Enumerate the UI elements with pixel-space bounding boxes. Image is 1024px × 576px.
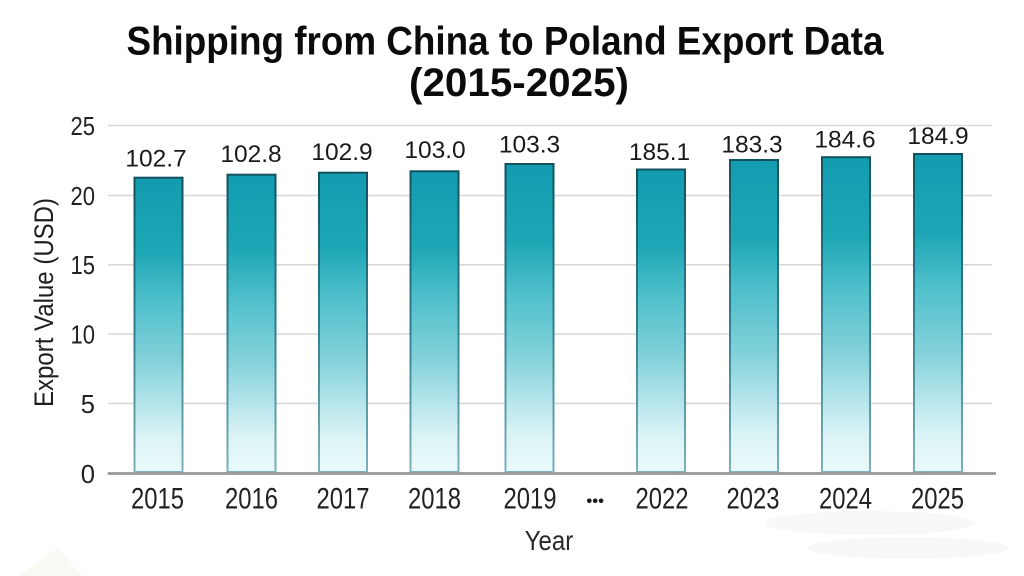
svg-text:10: 10 bbox=[71, 321, 96, 349]
svg-text:Export Value (USD): Export Value (USD) bbox=[29, 198, 59, 407]
svg-text:5: 5 bbox=[81, 391, 95, 419]
svg-text:102.8: 102.8 bbox=[220, 141, 281, 168]
svg-text:Shipping from China to Poland: Shipping from China to Poland Export Dat… bbox=[127, 20, 885, 64]
svg-text:103.0: 103.0 bbox=[404, 137, 465, 164]
svg-text:2024: 2024 bbox=[819, 483, 872, 516]
svg-text:2018: 2018 bbox=[408, 483, 461, 516]
svg-text:103.3: 103.3 bbox=[499, 132, 560, 159]
svg-text:25: 25 bbox=[71, 113, 96, 141]
svg-text:102.9: 102.9 bbox=[311, 139, 372, 166]
svg-text:20: 20 bbox=[71, 183, 96, 211]
svg-text:(2015-2025): (2015-2025) bbox=[409, 61, 629, 105]
svg-text:2023: 2023 bbox=[727, 483, 780, 516]
svg-text:184.9: 184.9 bbox=[907, 123, 968, 150]
svg-text:2022: 2022 bbox=[636, 483, 689, 516]
svg-text:Year: Year bbox=[525, 525, 574, 556]
svg-text:183.3: 183.3 bbox=[721, 131, 782, 158]
svg-text:2015: 2015 bbox=[131, 483, 184, 516]
svg-text:0: 0 bbox=[81, 461, 95, 489]
svg-text:2025: 2025 bbox=[911, 483, 964, 516]
svg-text:2019: 2019 bbox=[504, 483, 557, 516]
svg-text:185.1: 185.1 bbox=[629, 139, 690, 166]
svg-text:2017: 2017 bbox=[317, 483, 370, 516]
svg-text:2016: 2016 bbox=[225, 483, 278, 516]
svg-text:102.7: 102.7 bbox=[125, 146, 186, 173]
svg-text:184.6: 184.6 bbox=[814, 126, 875, 153]
svg-text:15: 15 bbox=[71, 252, 96, 280]
